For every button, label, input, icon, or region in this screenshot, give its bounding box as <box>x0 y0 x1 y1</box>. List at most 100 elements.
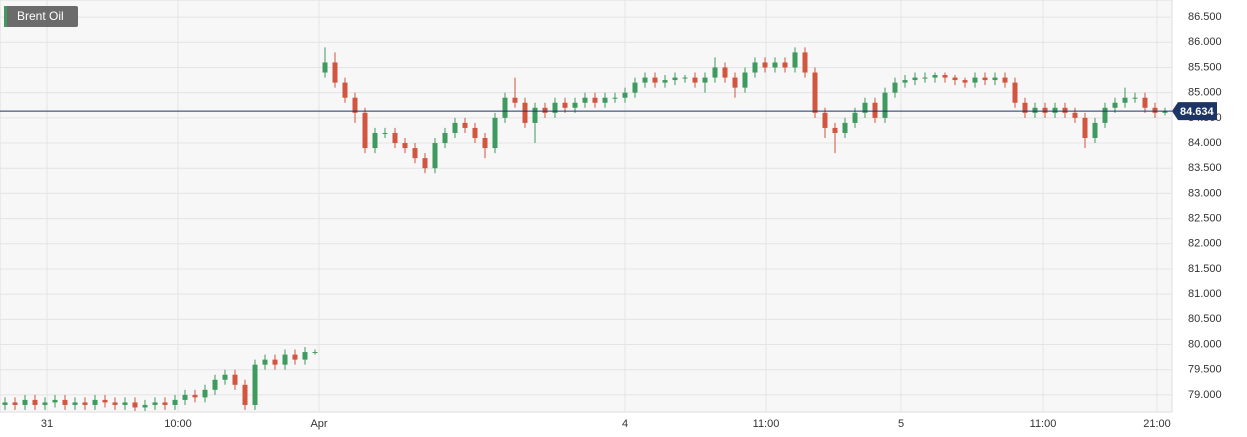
candle-body <box>152 402 158 405</box>
candle-body <box>842 122 848 133</box>
candle-body <box>362 112 368 149</box>
candle-body <box>722 67 728 78</box>
candle-body <box>932 75 938 78</box>
candle-body <box>12 402 18 405</box>
candle-body <box>882 92 888 118</box>
candle-body <box>982 77 988 81</box>
current-price-label: 84.634 <box>1180 106 1215 118</box>
candle-body <box>402 143 408 149</box>
grid <box>0 0 1172 412</box>
candle-body <box>382 132 388 134</box>
candle-body <box>1112 102 1118 108</box>
candle-body <box>322 62 328 73</box>
candle-body <box>792 52 798 68</box>
candle-body <box>2 402 8 405</box>
candle-body <box>252 364 258 405</box>
candle-body <box>202 389 208 398</box>
candle-body <box>832 127 838 133</box>
candle-body <box>212 379 218 390</box>
candle-body <box>672 77 678 81</box>
candle-body <box>192 394 198 398</box>
candle-body <box>1082 117 1088 139</box>
x-tick-label: 10:00 <box>164 418 192 430</box>
candle-body <box>332 62 338 83</box>
candle-body <box>922 77 928 79</box>
y-tick-label: 81.500 <box>1188 263 1222 275</box>
legend-box <box>4 6 78 27</box>
y-tick-label: 81.000 <box>1188 288 1222 300</box>
y-tick-label: 83.500 <box>1188 162 1222 174</box>
candle-body <box>492 117 498 149</box>
candle-body <box>412 148 418 159</box>
candle-body <box>82 402 88 405</box>
y-tick-label: 80.500 <box>1188 313 1222 325</box>
candle-body <box>182 394 188 400</box>
candle-body <box>562 102 568 108</box>
candle-body <box>762 62 768 68</box>
candle-body <box>92 399 98 405</box>
candle-body <box>602 97 608 103</box>
x-tick-label: 5 <box>898 418 904 430</box>
candle-body <box>1072 112 1078 118</box>
candle-body <box>972 77 978 83</box>
candle-body <box>962 80 968 83</box>
candle-body <box>482 138 488 149</box>
candle-body <box>172 399 178 405</box>
candle-body <box>232 374 238 385</box>
candle-body <box>812 72 818 113</box>
candle-body <box>912 77 918 81</box>
candle-body <box>292 354 298 360</box>
candle-body <box>782 62 788 68</box>
candle-body <box>392 132 398 144</box>
candle-body <box>1042 107 1048 113</box>
candle-body <box>542 107 548 113</box>
candle-body <box>162 402 168 405</box>
candle-body <box>272 359 278 365</box>
candle-body <box>662 80 668 83</box>
candle-body <box>852 112 858 123</box>
candle-body <box>1122 97 1128 103</box>
candle-body <box>22 399 28 405</box>
candle-body <box>1102 107 1108 123</box>
candle-body <box>1162 111 1168 113</box>
y-tick-label: 79.500 <box>1188 364 1222 376</box>
candle-body <box>1132 97 1138 99</box>
candle-body <box>732 77 738 88</box>
candle-body <box>992 77 998 81</box>
candle-body <box>682 77 688 79</box>
candle-body <box>442 132 448 144</box>
candle-body <box>822 112 828 128</box>
legend-swatch <box>4 6 7 27</box>
candle-body <box>772 62 778 68</box>
candle-body <box>752 62 758 73</box>
candle-body <box>222 374 228 380</box>
candle-body <box>72 402 78 405</box>
candle-body <box>1012 82 1018 103</box>
candle-body <box>622 92 628 98</box>
y-tick-label: 85.500 <box>1188 61 1222 73</box>
candle-body <box>1152 107 1158 113</box>
candle-body <box>1092 122 1098 139</box>
candle-body <box>502 97 508 118</box>
candle-body <box>432 143 438 169</box>
candle-body <box>312 352 318 354</box>
candle-body <box>1002 77 1008 83</box>
candle-body <box>102 399 108 403</box>
x-tick-label: 11:00 <box>753 418 780 430</box>
overlay: 79.000 79.500 80.000 80.500 81.000 81.500 82.0… <box>0 11 1222 430</box>
candle-body <box>862 102 868 113</box>
candle-body <box>592 97 598 103</box>
x-tick-label: 4 <box>622 418 628 430</box>
candle-body <box>372 132 378 149</box>
candle-body <box>132 402 138 408</box>
y-tick-label: 80.000 <box>1188 338 1222 350</box>
candle-body <box>902 80 908 83</box>
candle-body <box>952 77 958 81</box>
candle-body <box>522 102 528 123</box>
y-tick-label: 83.000 <box>1188 187 1222 199</box>
candle-body <box>52 399 58 403</box>
candle-body <box>282 354 288 365</box>
y-tick-label: 85.000 <box>1188 87 1222 99</box>
candle-body <box>462 122 468 128</box>
y-tick-label: 86.000 <box>1188 36 1222 48</box>
